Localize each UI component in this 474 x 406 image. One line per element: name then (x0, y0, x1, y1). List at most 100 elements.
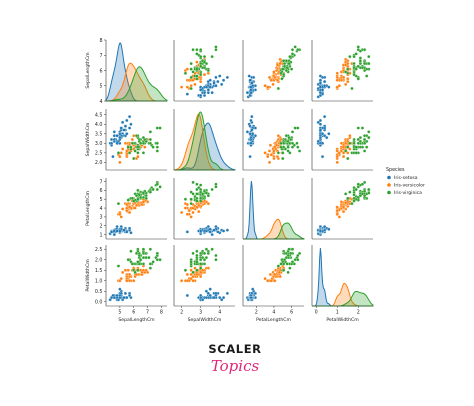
point-Iris-setosa-42 (327, 85, 331, 89)
point-Iris-virginica-24 (141, 255, 146, 260)
legend: Species Iris-setosa Iris-versicolorIris-vi… (386, 167, 425, 196)
point-Iris-setosa-44 (199, 293, 203, 298)
point-Iris-virginica-6 (350, 201, 354, 206)
point-Iris-versicolor-49 (127, 272, 132, 277)
point-Iris-virginica-39 (200, 255, 205, 260)
point-Iris-versicolor-36 (346, 61, 350, 66)
point-Iris-virginica-48 (352, 73, 356, 77)
point-Iris-virginica-46 (139, 195, 143, 200)
point-Iris-versicolor-21 (133, 206, 137, 210)
point-Iris-virginica-18 (155, 149, 159, 153)
point-Iris-versicolor-29 (127, 279, 132, 283)
point-Iris-versicolor-48 (189, 277, 193, 281)
point-Iris-virginica-5 (295, 141, 299, 145)
point-Iris-virginica-47 (206, 68, 210, 73)
point-Iris-setosa-18 (127, 226, 132, 231)
subplot-SepalWidthCm-vs-SepalWidthCm (173, 109, 236, 171)
point-Iris-virginica-33 (195, 268, 199, 272)
point-Iris-virginica-13 (189, 75, 193, 80)
point-Iris-versicolor-16 (126, 268, 130, 272)
point-Iris-virginica-34 (286, 149, 290, 153)
point-Iris-virginica-30 (195, 260, 199, 264)
point-Iris-virginica-30 (195, 52, 199, 56)
point-Iris-setosa-48 (118, 135, 122, 140)
point-Iris-virginica-35 (290, 141, 295, 145)
point-Iris-virginica-31 (158, 126, 162, 130)
point-Iris-versicolor-22 (346, 151, 350, 155)
point-Iris-setosa-40 (185, 230, 189, 234)
point-Iris-versicolor-29 (335, 75, 339, 80)
x-tick-label: 2 (357, 310, 360, 316)
point-Iris-virginica-47 (362, 134, 367, 138)
legend-marker-Iris-versicolor (387, 183, 391, 187)
point-Iris-virginica-6 (189, 86, 193, 91)
point-Iris-virginica-43 (367, 191, 371, 195)
point-Iris-versicolor-26 (195, 60, 199, 64)
point-Iris-virginica-48 (130, 196, 134, 200)
point-Iris-versicolor-37 (185, 202, 189, 207)
point-Iris-setosa-41 (248, 93, 252, 98)
point-Iris-setosa-31 (206, 291, 210, 296)
point-Iris-setosa-6 (206, 91, 210, 95)
point-Iris-virginica-22 (296, 145, 300, 149)
point-Iris-setosa-47 (318, 81, 323, 85)
point-Iris-virginica-29 (288, 54, 292, 59)
point-Iris-setosa-42 (327, 132, 331, 136)
point-Iris-virginica-46 (139, 258, 143, 262)
point-Iris-virginica-2 (358, 56, 363, 60)
point-Iris-versicolor-49 (273, 145, 277, 149)
point-Iris-virginica-35 (155, 251, 159, 256)
point-Iris-versicolor-10 (179, 85, 184, 89)
point-Iris-setosa-43 (214, 291, 218, 296)
point-Iris-virginica-25 (148, 262, 153, 266)
point-Iris-versicolor-39 (189, 272, 193, 277)
point-Iris-virginica-2 (147, 255, 151, 260)
point-Iris-setosa-40 (248, 155, 252, 159)
point-Iris-virginica-19 (183, 71, 188, 75)
point-Iris-setosa-32 (316, 120, 320, 124)
subplot-PetalLengthCm-vs-PetalLengthCm (242, 178, 305, 240)
point-Iris-versicolor-14 (197, 209, 201, 214)
point-Iris-virginica-6 (276, 264, 281, 268)
point-Iris-virginica-46 (356, 64, 360, 68)
point-Iris-versicolor-33 (193, 266, 197, 270)
point-Iris-versicolor-45 (339, 141, 344, 145)
point-Iris-virginica-22 (296, 48, 300, 52)
point-Iris-virginica-35 (155, 187, 159, 192)
point-Iris-setosa-43 (322, 126, 327, 130)
point-Iris-setosa-34 (200, 298, 205, 302)
point-Iris-setosa-24 (115, 134, 119, 138)
point-Iris-versicolor-47 (134, 203, 139, 208)
point-Iris-versicolor-9 (120, 270, 125, 274)
point-Iris-versicolor-34 (123, 141, 128, 145)
point-Iris-virginica-5 (199, 183, 203, 187)
y-tick-label: 6 (99, 188, 102, 194)
subplot-SepalLengthCm-vs-SepalLengthCm: 4 5 6 7 8 SepalLengthCm (85, 38, 168, 105)
y-tick-label: 4.0 (95, 122, 103, 128)
y-tick-label: 1.0 (95, 279, 103, 285)
point-Iris-setosa-6 (112, 134, 116, 138)
point-Iris-virginica-14 (195, 249, 199, 253)
point-Iris-setosa-15 (322, 114, 327, 119)
point-Iris-virginica-38 (132, 199, 136, 203)
y-tick-label: 4 (99, 206, 102, 212)
point-Iris-setosa-42 (251, 287, 255, 291)
y-tick-label: 0.5 (95, 289, 103, 295)
y-axis-label-PetalLengthCm: PetalLengthCm (85, 191, 91, 226)
point-Iris-versicolor-37 (341, 155, 346, 159)
point-Iris-virginica-32 (360, 192, 365, 196)
point-Iris-virginica-32 (360, 145, 365, 149)
point-Iris-virginica-44 (141, 141, 146, 145)
point-Iris-virginica-43 (204, 191, 209, 195)
point-Iris-setosa-15 (250, 114, 254, 119)
point-Iris-setosa-22 (112, 130, 116, 134)
point-Iris-versicolor-43 (118, 155, 122, 159)
point-Iris-virginica-9 (367, 130, 371, 134)
x-tick-label: 2 (180, 310, 183, 316)
point-Iris-virginica-8 (189, 61, 193, 66)
point-Iris-virginica-19 (183, 197, 188, 201)
point-Iris-setosa-43 (253, 291, 258, 296)
point-Iris-setosa-15 (225, 228, 230, 232)
point-Iris-virginica-21 (126, 258, 130, 262)
